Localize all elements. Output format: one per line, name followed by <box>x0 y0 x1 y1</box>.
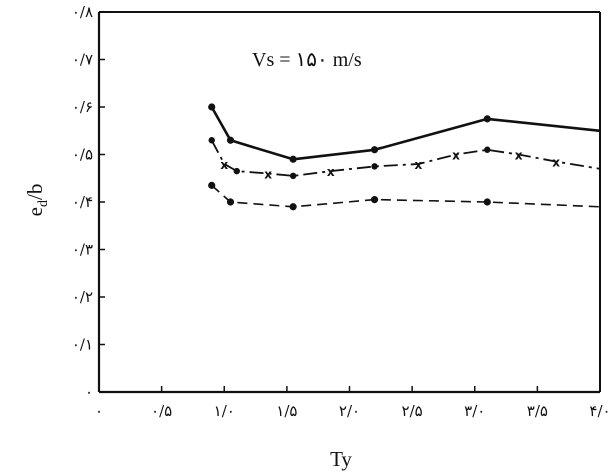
y-tick-label: ۰/۱ <box>72 336 93 354</box>
series-3-marker <box>289 203 297 211</box>
series-1-marker <box>483 115 491 123</box>
series-2-marker: x <box>220 158 228 172</box>
chart-annotation: Vs = ۱۵۰ m/s <box>252 49 362 71</box>
x-axis-title: Ty <box>330 447 352 471</box>
y-axis-title-main: e <box>23 207 47 216</box>
svg-text:ed/b: ed/b <box>23 184 51 217</box>
y-axis-title-subscript: d <box>36 200 51 207</box>
x-tick-label: ۲/۰ <box>339 402 360 420</box>
series-1-marker <box>226 136 235 144</box>
y-tick-label: ۰/۲ <box>72 288 93 306</box>
x-tick-label: ۰ <box>95 402 103 420</box>
y-tick-label: ۰ <box>85 383 93 401</box>
y-axis-title-suffix: /b <box>23 184 47 200</box>
series-3-marker <box>483 198 491 206</box>
series-2-marker: x <box>515 149 523 163</box>
series-2-line <box>210 139 601 177</box>
series-1-marker <box>208 103 216 111</box>
y-tick-label: ۰/۶ <box>72 98 93 116</box>
x-tick-label: ۰/۵ <box>151 402 172 420</box>
series-2-marker: x <box>452 149 460 163</box>
series-1-line <box>210 106 601 161</box>
x-tick-label: ۱/۵ <box>276 402 297 420</box>
series-2-marker: x <box>327 165 335 179</box>
series-layer: x x x x x x x <box>208 103 601 211</box>
series-2-point <box>233 167 240 175</box>
y-tick-label: ۰/۸ <box>72 3 93 21</box>
series-2-point <box>289 172 297 180</box>
series-2-point <box>208 137 215 144</box>
x-tick-label: ۱/۰ <box>214 402 235 420</box>
series-2-point <box>484 146 491 153</box>
y-tick-label: ۰/۷ <box>72 51 93 69</box>
series-2-marker: x <box>264 168 272 182</box>
series-2-marker: x <box>415 158 423 172</box>
series-3-marker <box>208 181 216 189</box>
x-tick-label: ۴/۰ <box>589 402 610 420</box>
y-tick-label: ۰/۳ <box>72 241 93 259</box>
series-1-marker <box>289 155 297 163</box>
ticks: ۰ ۰/۵ ۱/۰ ۱/۵ ۲/۰ ۲/۵ ۳/۰ ۳/۵ ۴/۰ ۰ ۰/۱ ۰/۲ ۰/۳ ۰/۴ ۰/… <box>72 3 610 420</box>
series-3-marker <box>226 198 235 206</box>
series-1-marker <box>370 146 379 154</box>
x-tick-label: ۳/۵ <box>527 402 548 420</box>
series-2-marker: x <box>552 156 560 170</box>
x-tick-label: ۲/۵ <box>402 402 423 420</box>
y-tick-label: ۰/۵ <box>72 146 93 164</box>
y-axis-title: ed/b <box>23 184 51 217</box>
x-tick-label: ۳/۰ <box>464 402 485 420</box>
series-3-line <box>211 184 601 208</box>
y-tick-label: ۰/۴ <box>72 193 93 211</box>
series-3-marker <box>370 196 379 204</box>
series-2-point <box>371 163 378 170</box>
